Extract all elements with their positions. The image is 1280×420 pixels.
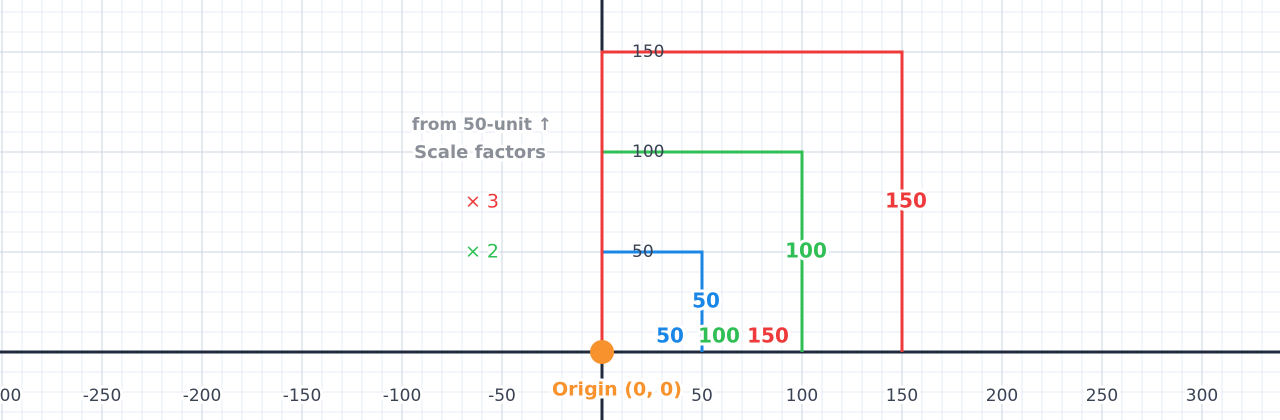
x-tick-label: 50 [691, 386, 713, 406]
origin-label: Origin (0, 0) [552, 379, 682, 401]
y-tick-label: 100 [632, 142, 664, 162]
origin-point [590, 340, 614, 364]
x-tick-label: -300 [0, 386, 21, 406]
y-tick-label: 150 [632, 42, 664, 62]
x-tick-label: 100 [786, 386, 818, 406]
note-subtitle: from 50-unit ↑ [412, 115, 552, 135]
side-label: 150 [885, 189, 927, 213]
x-tick-label: -200 [183, 386, 222, 406]
side-label: 100 [698, 324, 740, 348]
side-label: 100 [785, 239, 827, 263]
x-tick-label: -150 [283, 386, 322, 406]
x-tick-label: 200 [986, 386, 1018, 406]
note-title: Scale factors [414, 142, 546, 163]
side-label: 50 [656, 324, 684, 348]
scale-factor: × 2 [465, 241, 499, 263]
x-tick-label: -100 [383, 386, 422, 406]
square [600, 250, 704, 352]
x-tick-label: 300 [1186, 386, 1218, 406]
x-tick-label: -250 [83, 386, 122, 406]
x-tick-label: -50 [488, 386, 516, 406]
square [600, 50, 904, 352]
side-label: 50 [692, 289, 720, 313]
x-tick-label: 250 [1086, 386, 1118, 406]
x-tick-label: 150 [886, 386, 918, 406]
y-tick-label: 50 [632, 242, 654, 262]
side-label: 150 [747, 324, 789, 348]
scale-factor: × 3 [465, 191, 499, 213]
